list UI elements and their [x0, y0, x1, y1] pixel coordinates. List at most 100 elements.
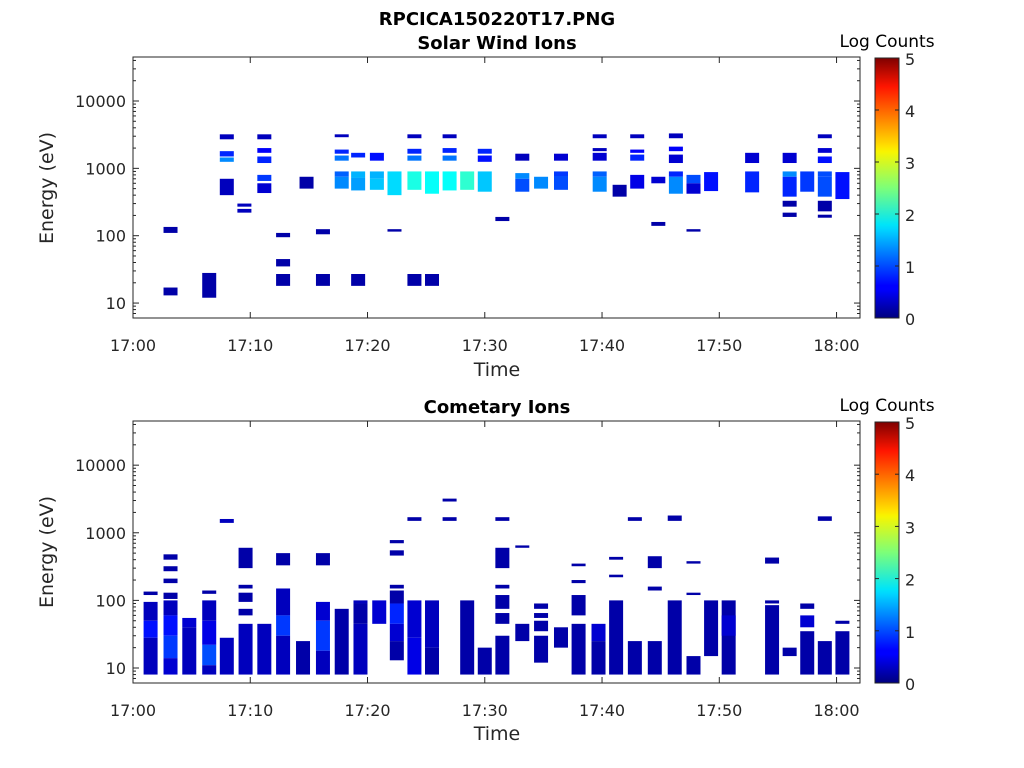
- heatmap-cell: [219, 637, 234, 675]
- heatmap-cell: [686, 183, 701, 194]
- heatmap-cell: [495, 595, 510, 609]
- heatmap-cell: [668, 133, 683, 139]
- heatmap-cell: [592, 148, 607, 152]
- x-tick-label: 17:00: [110, 336, 156, 355]
- y-tick-label: 10: [106, 659, 126, 678]
- y-tick-label: 10: [106, 294, 126, 313]
- heatmap-cell: [534, 176, 549, 189]
- heatmap-cell: [835, 172, 850, 200]
- heatmap-cell: [782, 212, 797, 217]
- heatmap-cell: [389, 603, 404, 624]
- heatmap-cell: [592, 152, 607, 161]
- heatmap-cell: [389, 641, 404, 661]
- heatmap-cell: [515, 153, 530, 161]
- x-tick-label: 17:10: [227, 336, 273, 355]
- x-tick-label: 17:00: [110, 701, 156, 720]
- heatmap-cell: [609, 600, 624, 675]
- heatmap-cell: [591, 623, 606, 642]
- heatmap-cell: [442, 148, 457, 153]
- heatmap-cell: [163, 658, 178, 675]
- heatmap-cell: [686, 174, 701, 184]
- heatmap-cell: [651, 176, 666, 184]
- heatmap-cell: [389, 623, 404, 642]
- heatmap-cell: [389, 590, 404, 604]
- heatmap-cell: [745, 152, 760, 164]
- x-tick-label: 17:40: [579, 701, 625, 720]
- heatmap-cell: [630, 149, 645, 153]
- heatmap-cell: [369, 171, 384, 179]
- heatmap-cell: [612, 184, 627, 197]
- y-tick-label: 10000: [75, 92, 126, 111]
- heatmap-cell: [534, 620, 549, 632]
- heatmap-cell: [553, 171, 568, 176]
- y-tick-label: 1000: [85, 524, 126, 543]
- heatmap-cell: [553, 153, 568, 161]
- x-tick-label: 17:20: [344, 336, 390, 355]
- heatmap-cell: [276, 274, 291, 286]
- heatmap-cell: [425, 647, 440, 675]
- heatmap-cell: [238, 592, 253, 602]
- x-tick-label: 17:30: [462, 336, 508, 355]
- heatmap-cell: [609, 556, 624, 560]
- heatmap-cell: [276, 635, 291, 675]
- heatmap-cell: [630, 174, 645, 189]
- heatmap-cell: [782, 152, 797, 164]
- heatmap-cell: [315, 601, 330, 621]
- colorbar-tick-label: 0: [905, 310, 915, 329]
- heatmap-cell: [315, 650, 330, 675]
- heatmap-cell: [686, 229, 701, 232]
- heatmap-cell: [163, 287, 178, 296]
- x-axis: 17:00 17:10 17:20 17:30 17:40 17:50 18:00: [110, 57, 860, 355]
- heatmap-cell: [745, 171, 760, 193]
- heatmap-cell: [630, 134, 645, 139]
- heatmap-cell: [315, 274, 330, 286]
- heatmap-cell: [276, 588, 291, 616]
- heatmap-cell: [477, 155, 492, 162]
- colorbar-tick-label: 0: [905, 675, 915, 694]
- heatmap-cell: [276, 553, 291, 566]
- heatmap-cell: [334, 176, 349, 189]
- heatmap-cell: [351, 177, 366, 191]
- heatmap-cell: [495, 584, 510, 589]
- heatmap-cell: [315, 229, 330, 235]
- y-axis: 10 100 1000 10000: [75, 59, 860, 319]
- heatmap-cell: [163, 226, 178, 233]
- heatmap-cell: [407, 134, 422, 139]
- heatmap-cell: [817, 214, 832, 218]
- heatmap-cell: [668, 176, 683, 194]
- heatmap-cell: [315, 553, 330, 566]
- heatmap-cell: [238, 584, 253, 589]
- y-tick-label: 100: [95, 591, 126, 610]
- heatmap-cell: [668, 154, 683, 164]
- heatmap-cell: [442, 517, 457, 521]
- heatmap-cell: [163, 635, 178, 659]
- panel-title: Cometary Ions: [424, 397, 571, 418]
- heatmap-cell: [202, 600, 217, 621]
- heatmap-cell: [202, 644, 217, 666]
- heatmap-cell: [800, 171, 815, 192]
- colorbar-tick-label: 2: [905, 206, 915, 225]
- heatmap-cell: [182, 627, 197, 675]
- x-tick-label: 17:40: [579, 336, 625, 355]
- heatmap-cell: [387, 229, 402, 232]
- heatmap-cell: [202, 620, 217, 645]
- y-axis-label: Energy (eV): [36, 496, 58, 608]
- heatmap-cell: [389, 584, 404, 589]
- heatmap-cell: [592, 176, 607, 192]
- heatmap-cell: [704, 172, 719, 192]
- heatmap-cell: [782, 176, 797, 197]
- heatmap-cell: [163, 554, 178, 560]
- x-tick-label: 17:30: [462, 701, 508, 720]
- heatmap-cell: [334, 608, 349, 675]
- heatmap-cell: [351, 274, 366, 286]
- heatmap-cell: [238, 547, 253, 569]
- heatmap-cell: [219, 178, 234, 196]
- heatmap-cell: [163, 578, 178, 584]
- colorbar-tick-label: 2: [905, 571, 915, 590]
- heatmap-cell: [571, 580, 586, 584]
- heatmap-cell: [442, 171, 457, 191]
- heatmap-cell: [276, 232, 291, 238]
- heatmap-cell: [257, 148, 272, 153]
- colorbar: [874, 57, 900, 319]
